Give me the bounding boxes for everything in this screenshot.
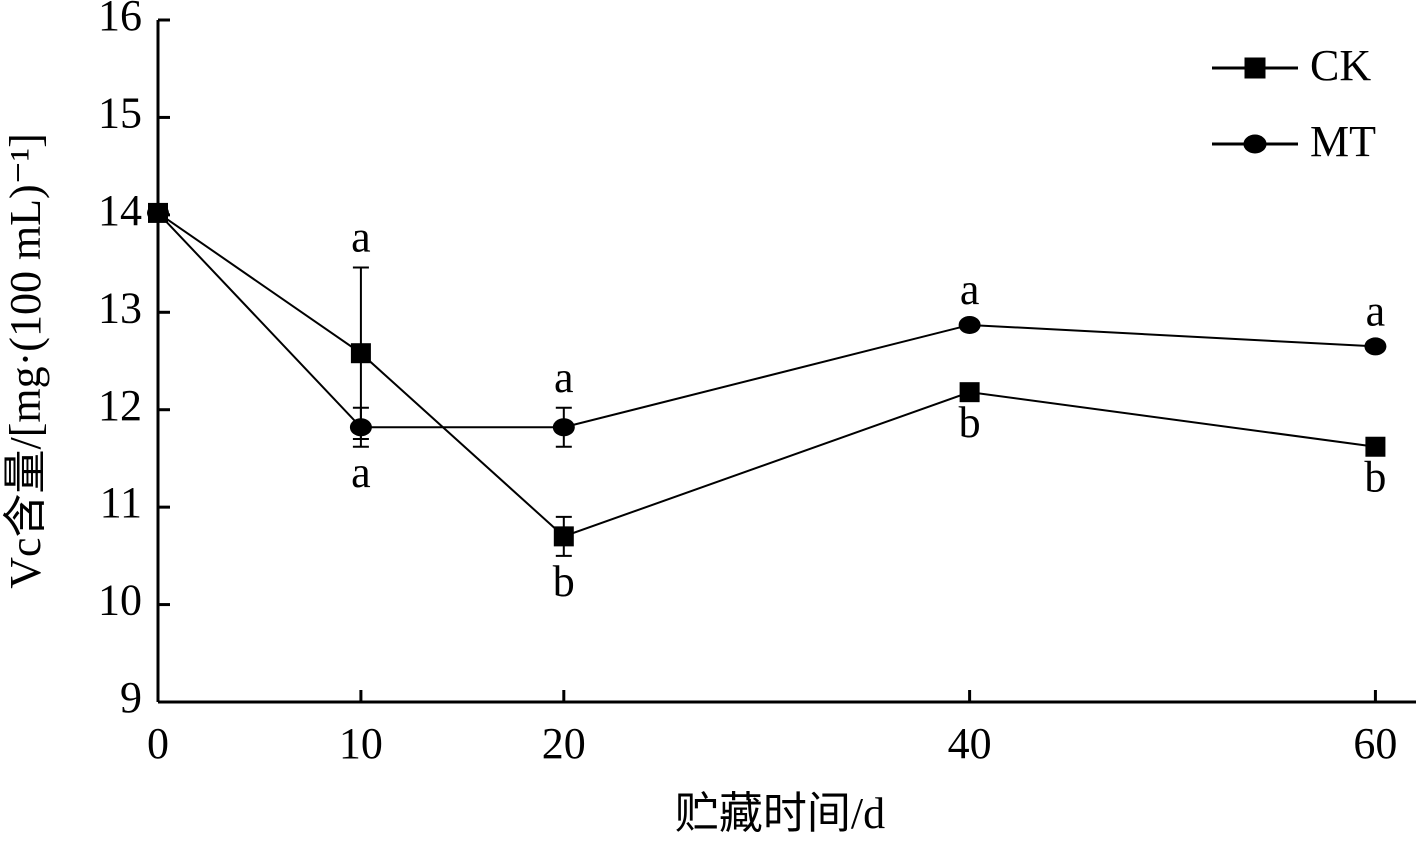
value-label: b [553, 557, 575, 606]
x-tick-label: 40 [948, 719, 992, 768]
legend-marker [1244, 57, 1266, 79]
data-point [553, 526, 574, 547]
y-tick-label: 13 [98, 283, 142, 332]
value-label: b [959, 398, 981, 447]
x-tick-label: 0 [147, 719, 169, 768]
data-point [1364, 337, 1387, 356]
x-tick-label: 10 [339, 719, 383, 768]
data-point [958, 315, 981, 334]
data-point [350, 343, 371, 364]
y-tick-label: 9 [120, 673, 142, 722]
data-point [349, 418, 372, 437]
data-point [552, 418, 575, 437]
x-axis-title: 贮藏时间/d [675, 789, 885, 838]
legend-marker [1243, 134, 1267, 154]
value-label: a [1366, 287, 1386, 336]
y-tick-label: 14 [98, 186, 142, 235]
series-line [157, 212, 1376, 538]
x-tick-label: 60 [1353, 719, 1397, 768]
series-line [157, 212, 1376, 429]
x-tick-label: 20 [542, 719, 586, 768]
value-label: a [351, 213, 371, 262]
value-label: a [554, 353, 574, 402]
legend-label: CK [1310, 41, 1371, 90]
y-tick-label: 15 [98, 89, 142, 138]
y-tick-label: 12 [98, 381, 142, 430]
data-point [1365, 436, 1386, 457]
value-label: a [351, 448, 371, 497]
y-tick-label: 16 [98, 0, 142, 40]
y-tick-label: 10 [98, 576, 142, 625]
legend-label: MT [1310, 117, 1376, 166]
value-label: b [1364, 453, 1386, 502]
y-tick-label: 11 [100, 478, 142, 527]
data-point [147, 203, 169, 222]
data-point [959, 382, 980, 403]
y-axis-title: Vc含量/[mg·(100 mL)⁻¹] [1, 133, 50, 589]
value-label: a [960, 265, 980, 314]
